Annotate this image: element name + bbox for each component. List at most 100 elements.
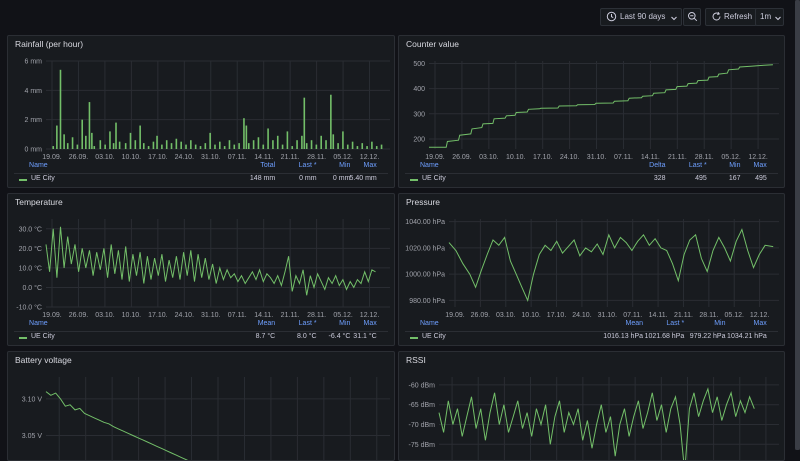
scrollbar-thumb[interactable] — [795, 0, 800, 450]
panel-counter-value[interactable]: Counter value 500 400 300 200 19.09. 26.09. 03… — [398, 35, 785, 188]
bar — [257, 137, 260, 149]
legend-value: 1021.68 hPa — [644, 333, 685, 340]
legend-value: 148 mm — [249, 175, 276, 182]
bar — [76, 144, 79, 149]
legend-header[interactable]: Last * — [298, 162, 317, 169]
refresh-interval-picker[interactable]: 1m — [755, 8, 784, 26]
y-tick-label: -75 dBm — [409, 442, 436, 449]
legend-value: 495 — [695, 175, 707, 182]
legend-series-name[interactable]: UE City — [31, 333, 55, 340]
panel-temperature[interactable]: Temperature 30.0 °C 20.0 °C 10.0 °C 0.0 °C -… — [7, 193, 395, 346]
bar — [301, 135, 303, 149]
bar — [129, 132, 132, 149]
series-line — [45, 391, 189, 460]
panel-pressure[interactable]: Pressure 1040.00 hPa 1020.00 hPa 1000.00 h… — [398, 193, 785, 346]
panel-battery-voltage[interactable]: Battery voltage 3.10 V3.05 V3.00 V — [7, 351, 395, 461]
legend-header[interactable]: Max — [363, 320, 377, 327]
legend-header[interactable]: Last * — [688, 162, 707, 169]
bar — [223, 146, 226, 149]
bar — [99, 140, 102, 149]
bar — [88, 102, 91, 149]
bar — [233, 144, 236, 149]
legend-header[interactable]: Min — [339, 162, 351, 169]
bar — [337, 143, 339, 149]
legend-divider — [405, 331, 778, 332]
y-tick-label: 1000.00 hPa — [405, 272, 445, 279]
chevron-down-icon — [774, 12, 782, 28]
legend-swatch — [410, 337, 418, 339]
legend-divider — [14, 331, 388, 332]
x-tick-label: 17.10. — [547, 312, 567, 319]
panel-title: Counter value — [406, 39, 459, 49]
chart-svg: 500 400 300 200 19.09. 26.09. 03.10. 10.10. 17.1… — [413, 61, 779, 161]
legend-header[interactable]: Min — [714, 320, 726, 327]
legend-header[interactable]: Last * — [298, 320, 317, 327]
refresh-button[interactable]: Refresh — [705, 8, 757, 26]
bar — [147, 146, 150, 149]
time-range-picker[interactable]: Last 90 days — [600, 8, 682, 26]
panel-title: Pressure — [406, 197, 441, 207]
series-line — [438, 387, 755, 460]
legend-header[interactable]: Mean — [625, 320, 643, 327]
legend-header[interactable]: Total — [260, 162, 276, 169]
chart-svg: -60 dBm-65 dBm-70 dBm-75 dBm-80 dBm — [409, 377, 779, 460]
y-tick-label: -60 dBm — [409, 382, 436, 389]
legend-header[interactable]: Mean — [257, 320, 276, 327]
y-tick-label: 0 mm — [25, 147, 43, 154]
panel-rainfall[interactable]: Rainfall (per hour) 6 mm 4 mm 2 mm 0 mm 19.0… — [7, 35, 395, 188]
legend-header[interactable]: Max — [753, 162, 767, 169]
y-tick-label: -10.0 °C — [16, 304, 42, 312]
legend-swatch — [19, 337, 27, 339]
x-tick-label: 05.12. — [333, 312, 353, 319]
legend-header[interactable]: Min — [339, 320, 351, 327]
legend-header[interactable]: Min — [729, 162, 741, 169]
panel-rssi[interactable]: RSSI -60 dBm-65 dBm-70 dBm-75 dBm-80 dBm — [398, 351, 785, 461]
x-tick-label: 21.11. — [281, 312, 300, 319]
legend-header[interactable]: Max — [753, 320, 767, 327]
y-tick-label: -70 dBm — [409, 422, 436, 429]
chart-svg: 3.10 V3.05 V3.00 V — [22, 377, 390, 460]
bar — [303, 97, 306, 149]
x-tick-label: 12.12. — [360, 312, 380, 319]
bar — [252, 140, 255, 149]
bar — [109, 131, 111, 149]
legend-series-name[interactable]: UE City — [31, 175, 55, 182]
bar — [115, 122, 117, 149]
x-tick-label: 17.10. — [148, 312, 168, 319]
bar — [63, 134, 65, 149]
panel-title: Rainfall (per hour) — [15, 39, 84, 49]
bar — [152, 141, 155, 149]
bar — [356, 146, 359, 149]
bar — [124, 143, 127, 149]
legend-header[interactable]: Delta — [649, 162, 666, 169]
legend-value: 0 mm — [332, 175, 351, 182]
x-tick-label: 24.10. — [175, 312, 195, 319]
legend-value: 1034.21 hPa — [727, 333, 767, 340]
legend-series-name[interactable]: UE City — [422, 175, 446, 182]
legend-header[interactable]: Last * — [666, 320, 685, 327]
bar — [118, 141, 121, 149]
x-tick-label: 26.09. — [471, 312, 491, 319]
y-tick-label: 500 — [413, 61, 425, 68]
x-tick-label: 31.10. — [587, 154, 607, 161]
x-tick-label: 03.10. — [496, 312, 516, 319]
series-line — [429, 64, 773, 148]
y-tick-label: 0.0 °C — [22, 284, 42, 292]
x-tick-label: 12.12. — [750, 312, 770, 319]
legend-value: -6.4 °C — [328, 333, 351, 340]
bar — [247, 143, 250, 149]
y-tick-label: 3.10 V — [22, 396, 43, 403]
x-tick-label: 31.10. — [598, 312, 618, 319]
bar — [325, 140, 327, 149]
x-tick-label: 10.10. — [122, 312, 142, 319]
zoom-out-button[interactable] — [683, 8, 701, 26]
legend-header[interactable]: Max — [363, 162, 377, 169]
bar — [204, 143, 207, 149]
x-tick-label: 28.11. — [307, 312, 326, 319]
x-tick-label: 26.09. — [69, 312, 89, 319]
bar — [85, 135, 87, 149]
x-tick-label: 31.10. — [201, 154, 221, 161]
x-tick-label: 17.10. — [533, 154, 553, 161]
legend-series-name[interactable]: UE City — [422, 333, 446, 340]
page-scrollbar[interactable] — [795, 0, 800, 450]
